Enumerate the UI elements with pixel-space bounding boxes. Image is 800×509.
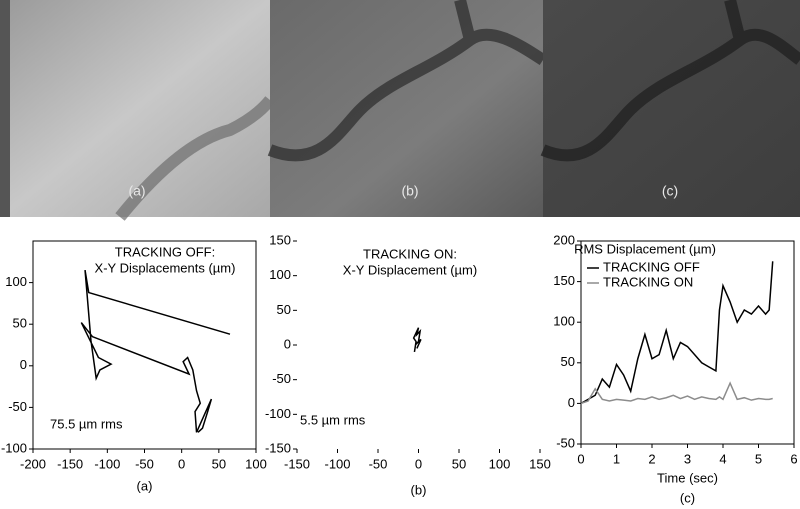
x-tick-label: 4	[719, 451, 726, 466]
y-tick-label: 100	[553, 314, 575, 329]
panel-caption: (a)	[137, 478, 153, 493]
annotation: 5.5 µm rms	[300, 412, 366, 427]
y-tick-label: -150	[265, 440, 291, 455]
image-label: (b)	[401, 183, 418, 199]
x-tick-label: 1	[613, 451, 620, 466]
x-tick-label: -150	[284, 456, 310, 471]
y-tick-label: -100	[265, 406, 291, 421]
x-tick-label: 0	[178, 456, 185, 471]
y-tick-label: 50	[561, 354, 575, 369]
x-tick-label: -50	[369, 456, 388, 471]
data-line	[412, 327, 422, 353]
y-tick-label: 0	[284, 336, 291, 351]
vessel	[115, 96, 275, 221]
x-tick-label: 6	[790, 451, 797, 466]
x-tick-label: 150	[529, 456, 551, 471]
data-line	[580, 381, 773, 405]
data-line	[580, 261, 774, 405]
x-tick-label: 50	[212, 456, 226, 471]
y-tick-label: -50	[556, 435, 575, 450]
chart-subtitle: X-Y Displacement (µm)	[343, 262, 477, 277]
panel-caption: (b)	[411, 482, 427, 497]
y-tick-label: -50	[272, 371, 291, 386]
image-label: (c)	[662, 183, 678, 199]
x-tick-label: 3	[684, 451, 691, 466]
chart-title: RMS Displacement (µm)	[574, 241, 716, 256]
legend-label: TRACKING ON	[603, 274, 693, 289]
y-tick-label: 0	[20, 357, 27, 372]
y-tick-label: 200	[553, 232, 575, 247]
y-tick-label: 150	[553, 273, 575, 288]
x-tick-label: 2	[648, 451, 655, 466]
x-tick-label: 100	[489, 456, 511, 471]
panel-caption: (c)	[680, 490, 695, 505]
vessel	[267, 0, 547, 162]
x-tick-label: 0	[415, 456, 422, 471]
vessel	[540, 0, 800, 162]
retina-image-a	[0, 0, 270, 217]
x-tick-label: 100	[245, 456, 267, 471]
y-tick-label: 150	[269, 232, 291, 247]
x-tick-label: -50	[135, 456, 154, 471]
x-tick-label: -100	[94, 456, 120, 471]
y-tick-label: 50	[13, 316, 27, 331]
y-tick-label: 50	[277, 302, 291, 317]
image-edge	[0, 0, 10, 217]
data-line	[80, 269, 231, 433]
legend-label: TRACKING OFF	[603, 259, 700, 274]
chart-title: TRACKING OFF:	[115, 244, 215, 259]
x-tick-label: -200	[20, 456, 46, 471]
y-tick-label: 0	[568, 395, 575, 410]
chart-title: TRACKING ON:	[363, 246, 457, 261]
x-tick-label: 50	[452, 456, 466, 471]
x-tick-label: -100	[324, 456, 350, 471]
y-tick-label: 100	[269, 267, 291, 282]
y-tick-label: 100	[5, 274, 27, 289]
chart-subtitle: X-Y Displacements (µm)	[95, 260, 236, 275]
annotation: 75.5 µm rms	[50, 416, 123, 431]
x-tick-label: -150	[57, 456, 83, 471]
image-label: (a)	[128, 183, 145, 199]
x-axis-label: Time (sec)	[657, 470, 718, 485]
y-tick-label: -100	[1, 440, 27, 455]
x-tick-label: 0	[577, 451, 584, 466]
y-tick-label: -50	[8, 399, 27, 414]
x-tick-label: 5	[755, 451, 762, 466]
